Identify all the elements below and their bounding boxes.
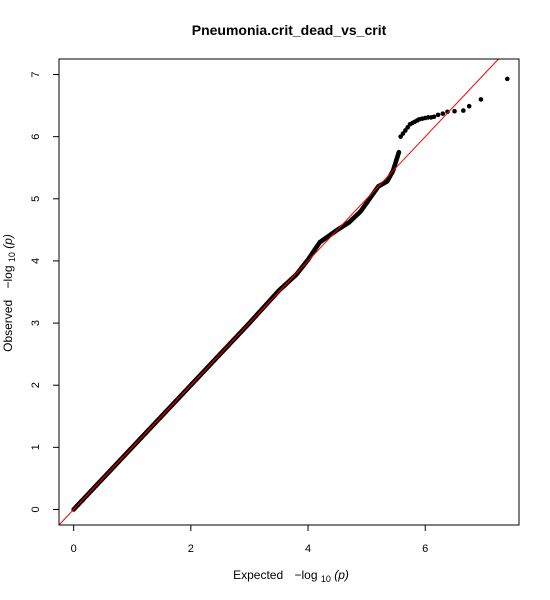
y-tick-label: 6 [30, 134, 42, 140]
qq-point-tail [504, 76, 510, 82]
y-tick-label: 4 [30, 258, 42, 264]
y-tick-label: 7 [30, 71, 42, 77]
qq-point-tail [431, 114, 437, 120]
x-axis-label-text: Expected [233, 568, 283, 582]
qq-point-tail [466, 103, 472, 109]
y-axis-expr-sub: 10 [7, 252, 17, 262]
x-axis: 0 2 4 6 [71, 524, 428, 555]
y-tick-label: 2 [30, 382, 42, 388]
qq-point-tail [452, 108, 457, 114]
x-tick-label: 2 [188, 543, 194, 555]
qq-point-tail [445, 109, 450, 115]
svg-text:Observed −log 10: Observed −log 10 (p) [1, 234, 18, 352]
y-axis: 0 1 2 3 4 5 6 7 [30, 71, 60, 513]
y-tick-label: 5 [30, 196, 42, 202]
x-tick-label: 6 [422, 543, 428, 555]
svg-text:Expected −log 10: Expected −log 10 (p) [233, 568, 349, 585]
qq-point-tail [478, 97, 484, 102]
y-tick-label: 3 [30, 320, 42, 326]
qq-point-tail [440, 111, 446, 116]
qq-point-tail [435, 112, 441, 118]
chart-title: Pneumonia.crit_dead_vs_crit [192, 22, 387, 38]
qq-point-tail [461, 108, 466, 113]
y-tick-label: 0 [30, 506, 42, 512]
qq-points [71, 76, 510, 512]
reference-line [58, 58, 499, 526]
x-axis-expr-prefix: −log [294, 568, 317, 582]
y-axis-label-text: Observed [1, 300, 15, 352]
x-axis-label: Expected −log 10 (p) [233, 568, 349, 585]
x-axis-expr-sub: 10 [321, 574, 331, 584]
y-axis-expr-prefix: −log [1, 265, 15, 288]
x-tick-label: 4 [305, 543, 311, 555]
qq-point [396, 149, 402, 155]
x-axis-expr-arg: (p) [334, 568, 349, 582]
y-axis-expr-arg: (p) [1, 234, 15, 249]
y-axis-label: Observed −log 10 (p) [1, 234, 18, 352]
y-tick-label: 1 [30, 444, 42, 450]
x-tick-label: 0 [71, 543, 77, 555]
